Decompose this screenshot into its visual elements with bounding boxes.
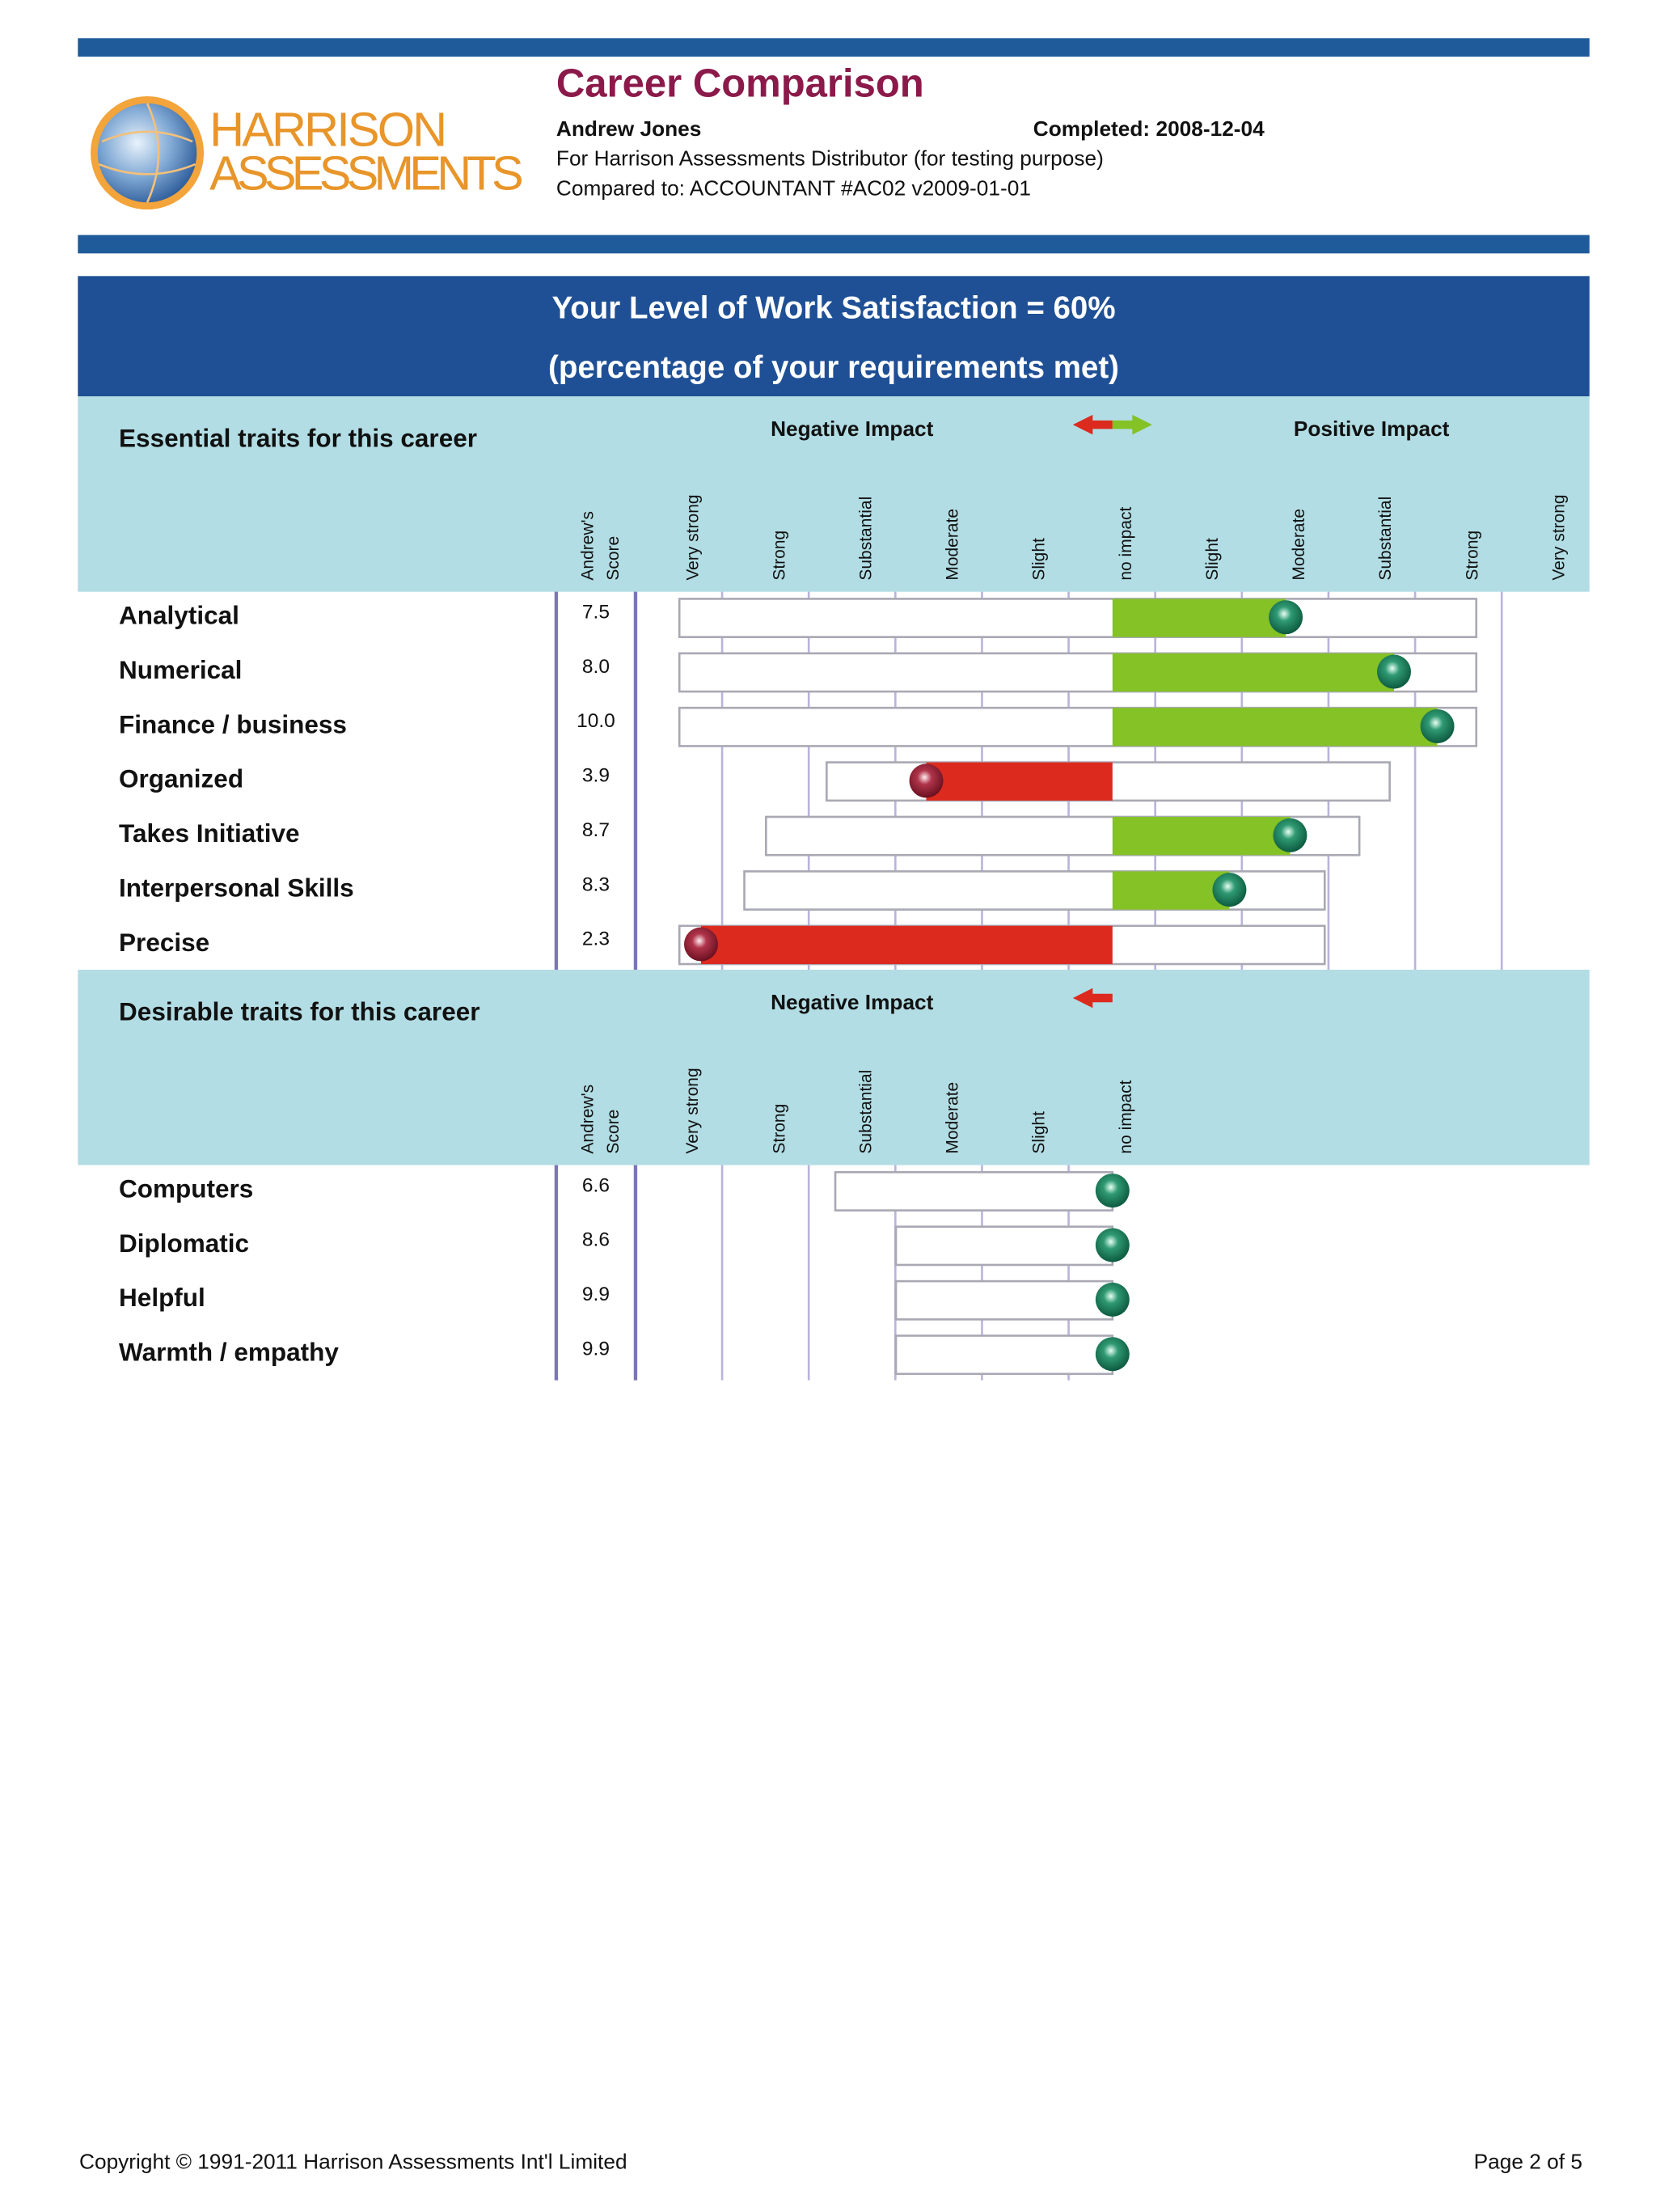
candidate-name: Andrew Jones <box>556 116 701 141</box>
score: 8.7 <box>582 819 610 841</box>
score-header: Andrew's <box>579 1085 598 1154</box>
column-label: Substantial <box>857 1070 876 1154</box>
score-header: Andrew's <box>579 511 598 581</box>
column-label: Very strong <box>1550 494 1569 580</box>
score: 2.3 <box>582 928 610 950</box>
completed-date: Completed: 2008-12-04 <box>1033 116 1265 141</box>
impact-marker <box>1212 873 1247 907</box>
column-label: Moderate <box>944 1082 962 1154</box>
copyright: Copyright © 1991-2011 Harrison Assessmen… <box>79 2150 627 2174</box>
impact-bar <box>1112 653 1394 692</box>
impact-label: Negative Impact <box>771 990 934 1014</box>
impact-bar <box>926 762 1113 801</box>
page-number: Page 2 of 5 <box>1474 2150 1582 2174</box>
column-label: Slight <box>1203 538 1222 581</box>
column-label: Strong <box>1463 531 1481 581</box>
impact-marker <box>1095 1174 1130 1208</box>
score: 9.9 <box>582 1338 610 1360</box>
banner-text: Your Level of Work Satisfaction = 60% <box>551 291 1115 326</box>
score: 8.3 <box>582 873 610 895</box>
section-title: Desirable traits for this career <box>119 997 479 1026</box>
report-title: Career Comparison <box>556 62 924 106</box>
trait-name: Computers <box>119 1174 253 1203</box>
column-label: no impact <box>1117 506 1135 580</box>
trait-name: Diplomatic <box>119 1229 249 1258</box>
section-header <box>78 396 1590 592</box>
impact-marker <box>683 927 718 962</box>
impact-label: Negative Impact <box>771 417 934 441</box>
column-label: Very strong <box>683 494 702 580</box>
impact-marker <box>1273 818 1307 852</box>
column-label: Very strong <box>683 1068 702 1153</box>
range-bar <box>894 1334 1114 1376</box>
impact-marker <box>1420 708 1455 743</box>
trait-name: Finance / business <box>119 709 347 738</box>
impact-marker <box>1269 600 1303 635</box>
range-bar <box>894 1225 1114 1267</box>
banner <box>78 276 1590 397</box>
section-title: Essential traits for this career <box>119 424 477 453</box>
score: 9.9 <box>582 1284 610 1305</box>
impact-bar <box>1112 708 1438 746</box>
score-header: Score <box>604 1110 623 1154</box>
trait-name: Numerical <box>119 655 242 684</box>
impact-marker <box>1095 1282 1130 1317</box>
logo: HARRISON ASSESSMENTS <box>91 96 524 210</box>
impact-bar <box>1112 816 1291 856</box>
trait-name: Takes Initiative <box>119 818 300 848</box>
column-label: Substantial <box>857 497 876 581</box>
header-bar <box>78 235 1590 254</box>
column-label: Moderate <box>1290 509 1308 581</box>
impact-marker <box>1095 1337 1130 1372</box>
score: 8.6 <box>582 1229 610 1251</box>
trait-name: Precise <box>119 928 209 957</box>
trait-name: Warmth / empathy <box>119 1338 339 1367</box>
score: 8.0 <box>582 656 610 678</box>
logo-text: HARRISON <box>209 102 447 156</box>
logo-text: ASSESSMENTS <box>209 146 524 201</box>
trait-name: Helpful <box>119 1283 205 1312</box>
comparison-target: Compared to: ACCOUNTANT #AC02 v2009-01-0… <box>556 176 1031 200</box>
trait-name: Organized <box>119 764 243 793</box>
score: 7.5 <box>582 601 610 623</box>
column-label: Moderate <box>944 509 962 581</box>
banner-text: (percentage of your requirements met) <box>548 350 1119 385</box>
trait-name: Interpersonal Skills <box>119 873 354 902</box>
trait-name: Analytical <box>119 601 239 630</box>
arrow-negative <box>1072 414 1113 435</box>
score: 6.6 <box>582 1174 610 1196</box>
header-bar <box>78 38 1590 57</box>
column-label: no impact <box>1117 1080 1135 1153</box>
column-label: Strong <box>770 531 788 581</box>
impact-marker <box>1095 1228 1130 1262</box>
arrow-positive <box>1112 414 1152 435</box>
section-header <box>78 970 1590 1165</box>
distributor: For Harrison Assessments Distributor (fo… <box>556 146 1104 171</box>
impact-label: Positive Impact <box>1294 417 1450 441</box>
range-bar <box>678 598 1478 638</box>
impact-marker <box>909 763 944 798</box>
range-bar <box>834 1171 1114 1212</box>
score-header: Score <box>604 536 623 581</box>
impact-marker <box>1376 654 1411 689</box>
column-label: Strong <box>770 1104 788 1154</box>
impact-bar <box>1112 598 1286 637</box>
column-label: Slight <box>1030 538 1049 581</box>
impact-bar <box>1112 871 1230 910</box>
impact-bar <box>700 925 1113 965</box>
range-bar <box>894 1279 1114 1321</box>
column-label: Slight <box>1030 1111 1049 1154</box>
score: 10.0 <box>577 710 615 732</box>
score: 3.9 <box>582 765 610 787</box>
column-label: Substantial <box>1376 497 1395 581</box>
